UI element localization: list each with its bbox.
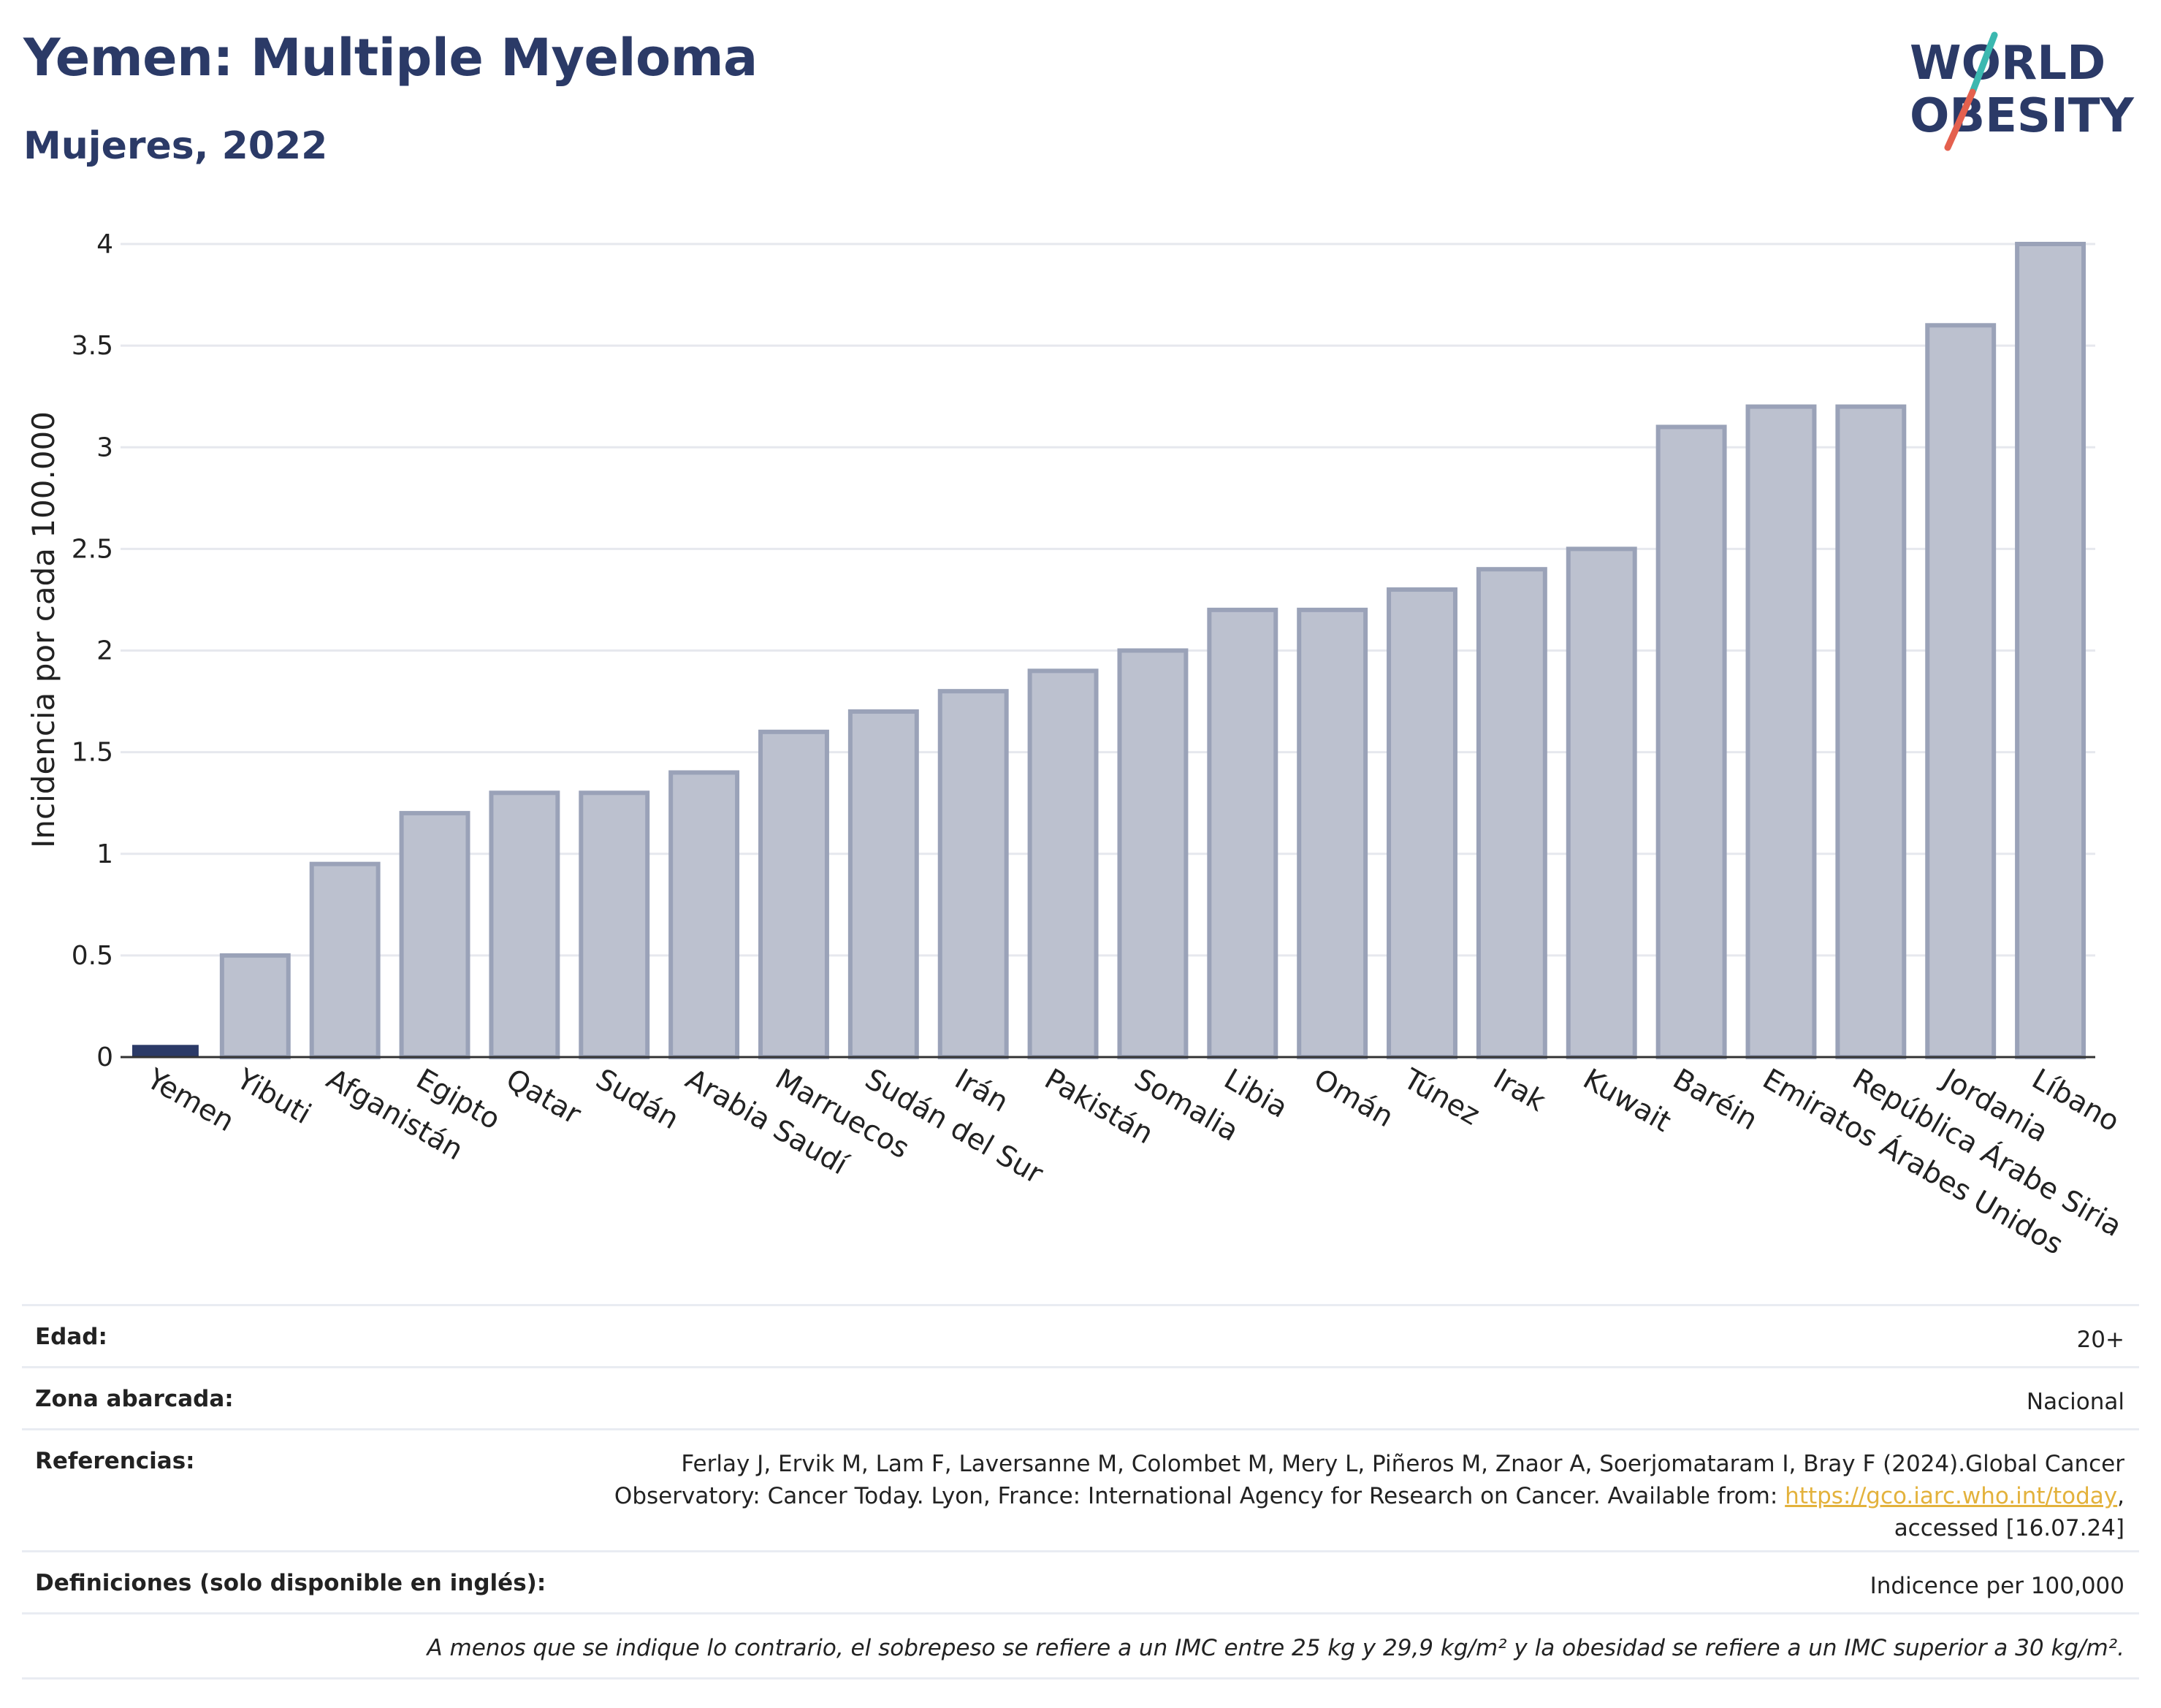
x-tick-label: Baréin: [1667, 1063, 1763, 1137]
references-line-2-suffix: ,: [2117, 1483, 2124, 1509]
y-tick-label: 2: [96, 636, 113, 666]
bar-egipto: [399, 811, 470, 1059]
area-label: Zona abarcada:: [35, 1386, 234, 1412]
x-tick-label: Sudán: [590, 1063, 685, 1136]
y-tick-label: 0: [96, 1042, 113, 1072]
y-tick-label: 1: [96, 839, 113, 869]
y-tick-label: 4: [96, 229, 113, 259]
y-tick-label: 1.5: [72, 738, 113, 768]
bar-libia: [1207, 607, 1278, 1059]
references-line-3: accessed [16.07.24]: [1894, 1515, 2124, 1541]
info-row-area: Zona abarcada: Nacional: [22, 1366, 2139, 1428]
logo-slash-top: [1969, 31, 1998, 96]
definitions-value: Indicence per 100,000: [1870, 1573, 2124, 1599]
area-value: Nacional: [2026, 1389, 2124, 1415]
bar-irak: [1476, 567, 1547, 1059]
age-value: 20+: [2076, 1327, 2124, 1353]
bar-sudán-del-sur: [847, 709, 919, 1059]
references-link[interactable]: https://gco.iarc.who.int/today: [1785, 1483, 2118, 1509]
bar-pakistán: [1027, 668, 1099, 1059]
y-tick-label: 0.5: [72, 941, 113, 971]
info-row-age: Edad: 20+: [22, 1304, 2139, 1366]
y-axis-label: Incidencia por cada 100.000: [26, 411, 61, 848]
bar-omán: [1297, 607, 1368, 1059]
logo-line-2: OBESITY: [1910, 89, 2134, 143]
bar-kuwait: [1566, 546, 1637, 1059]
x-tick-label: Omán: [1308, 1063, 1399, 1135]
bar-yibuti: [219, 953, 291, 1059]
info-row-definitions: Definiciones (solo disponible en inglés)…: [22, 1550, 2139, 1612]
y-tick-label: 2.5: [72, 534, 113, 564]
x-tick-label: Túnez: [1398, 1062, 1485, 1132]
age-label: Edad:: [35, 1324, 107, 1350]
bar-arabia-saudí: [668, 770, 740, 1059]
chart-subtitle: Mujeres, 2022: [23, 124, 328, 168]
bar-túnez: [1387, 587, 1457, 1059]
y-tick-label: 3: [96, 432, 113, 462]
info-row-footnote: A menos que se indique lo contrario, el …: [22, 1612, 2139, 1680]
x-tick-label: Irak: [1487, 1063, 1551, 1118]
x-tick-label: Yibuti: [230, 1062, 316, 1131]
x-tick-label: Qatar: [500, 1063, 587, 1132]
info-row-references: Referencias: Ferlay J, Ervik M, Lam F, L…: [22, 1428, 2139, 1550]
logo-line-1: WORLD: [1910, 37, 2105, 91]
definitions-label: Definiciones (solo disponible en inglés)…: [35, 1570, 546, 1596]
bar-república-árabe-siria: [1835, 404, 1907, 1059]
bar-yemen: [132, 1045, 199, 1057]
bar-irán: [937, 689, 1009, 1060]
bar-jordania: [1925, 323, 1997, 1059]
chart-title: Yemen: Multiple Myeloma: [23, 28, 758, 88]
bar-emiratos-árabes-unidos: [1745, 404, 1817, 1059]
references-value: Ferlay J, Ervik M, Lam F, Laversanne M, …: [614, 1448, 2124, 1544]
logo-slash-bottom: [1944, 88, 1976, 151]
bar-líbano: [2015, 242, 2086, 1059]
world-obesity-logo: WORLD OBESITY: [1910, 31, 2134, 151]
bar-sudán: [579, 790, 650, 1060]
bar-marruecos: [758, 729, 829, 1059]
references-line-2: Observatory: Cancer Today. Lyon, France:…: [614, 1483, 1785, 1509]
references-line-1: Ferlay J, Ervik M, Lam F, Laversanne M, …: [681, 1451, 2124, 1477]
y-tick-label: 3.5: [72, 331, 113, 361]
footnote: A menos que se indique lo contrario, el …: [427, 1635, 2124, 1661]
bar-afganistán: [309, 861, 381, 1059]
bars-layer: [132, 242, 2086, 1060]
bar-qatar: [489, 790, 560, 1060]
references-label: Referencias:: [35, 1448, 195, 1474]
bar-baréin: [1655, 424, 1727, 1059]
x-tick-label: Kuwait: [1577, 1063, 1676, 1139]
info-table: Edad: 20+ Zona abarcada: Nacional Refere…: [22, 1304, 2139, 1680]
x-tick-label: Yemen: [141, 1062, 240, 1138]
bar-somalia: [1117, 648, 1189, 1059]
